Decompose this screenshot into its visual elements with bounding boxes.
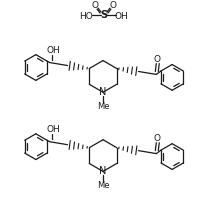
Text: Me: Me — [96, 102, 109, 111]
Text: OH: OH — [114, 12, 128, 21]
Text: OH: OH — [47, 46, 60, 55]
Text: O: O — [109, 1, 116, 10]
Text: S: S — [100, 10, 107, 20]
Text: OH: OH — [47, 125, 60, 134]
Text: N: N — [99, 166, 106, 176]
Text: HO: HO — [79, 12, 93, 21]
Text: O: O — [153, 134, 160, 143]
Text: Me: Me — [96, 181, 109, 190]
Text: O: O — [91, 1, 98, 10]
Text: N: N — [99, 87, 106, 97]
Text: O: O — [153, 55, 160, 64]
